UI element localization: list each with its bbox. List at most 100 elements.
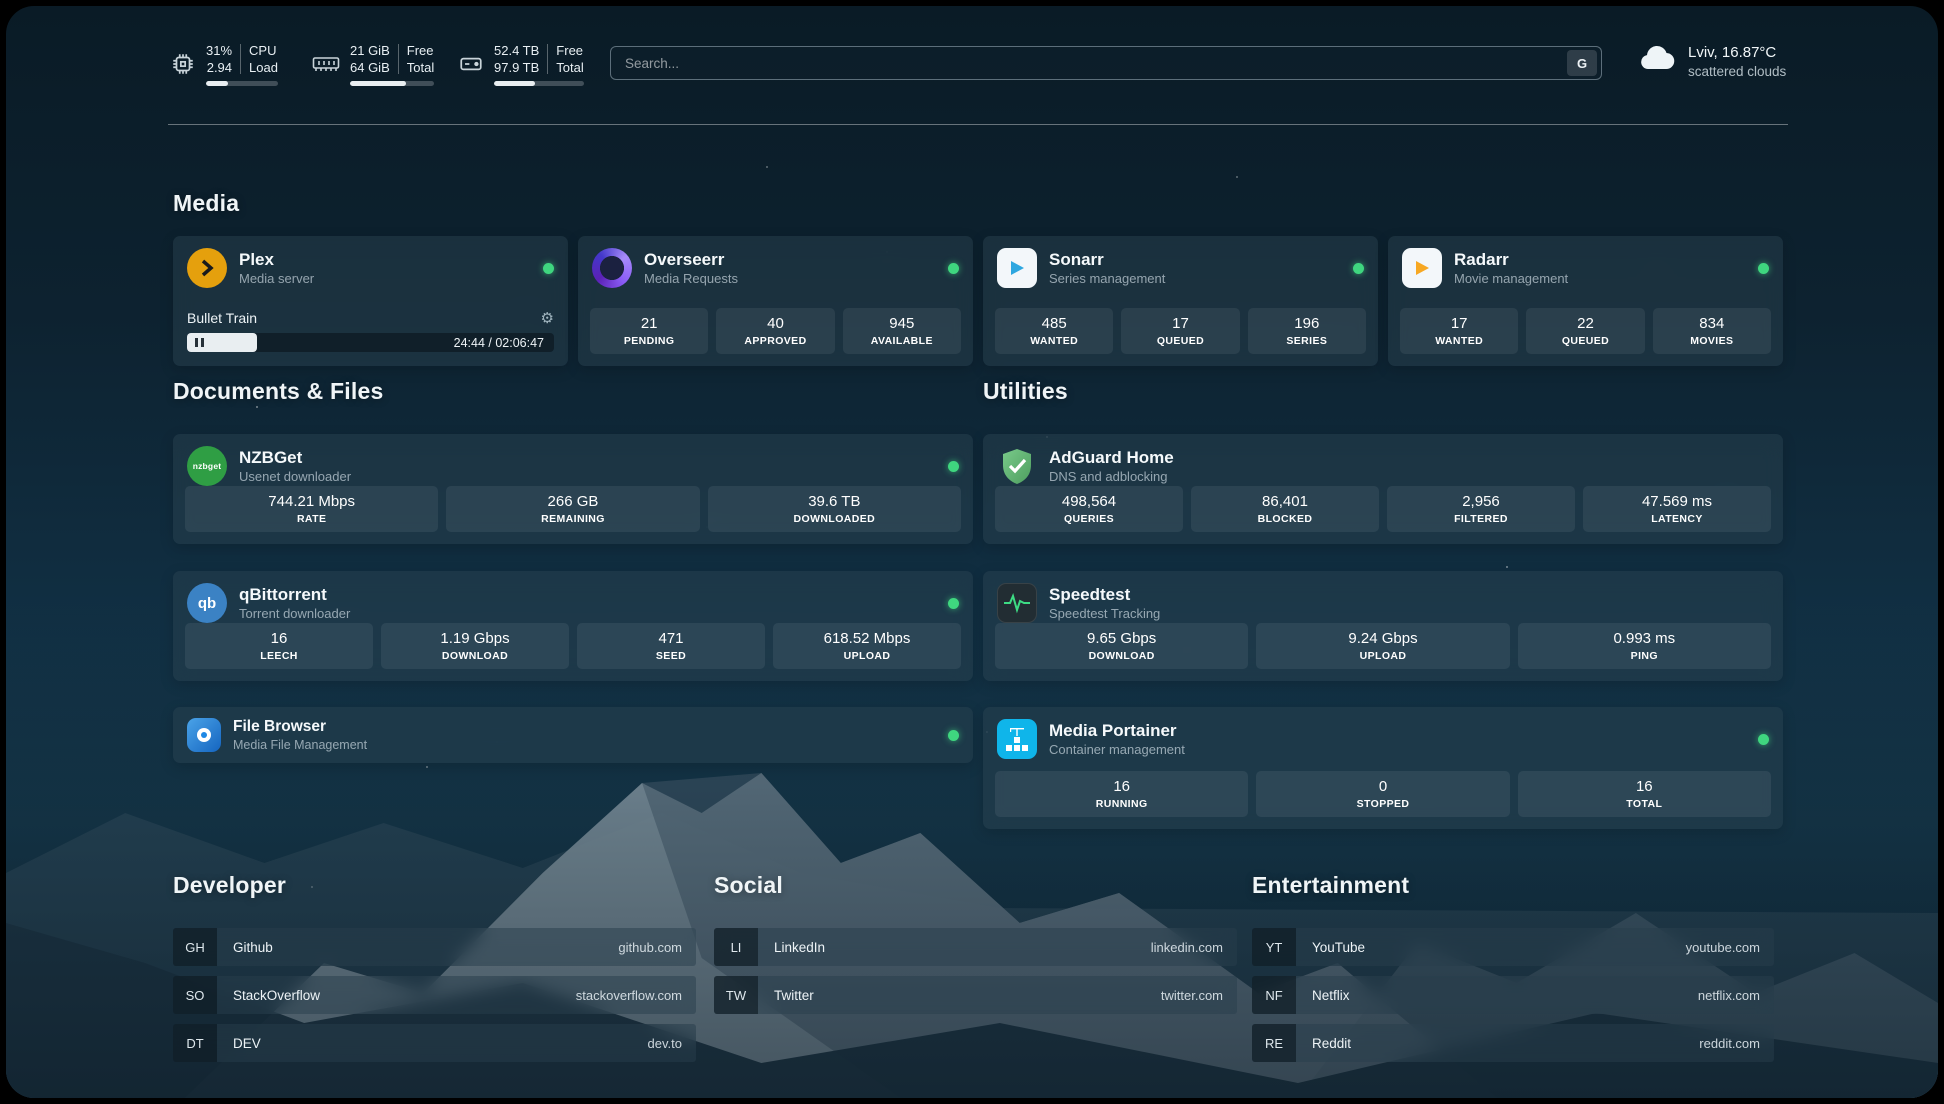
service-card-overseerr[interactable]: Overseerr Media Requests 21 PENDING 40 APP…	[578, 236, 973, 366]
stat-label: DOWNLOAD	[1088, 650, 1155, 662]
section-title-media: Media	[173, 190, 240, 216]
stat-value: 498,564	[1061, 493, 1117, 510]
bookmark-name: Netflix	[1312, 987, 1350, 1003]
portainer-icon	[997, 719, 1037, 759]
service-card-sonarr[interactable]: Sonarr Series management 485 WANTED 17 QUE…	[983, 236, 1378, 366]
cloud-icon	[1638, 44, 1676, 79]
bookmark-reddit[interactable]: RE Reddit reddit.com	[1252, 1024, 1774, 1062]
bookmark-linkedin[interactable]: LI LinkedIn linkedin.com	[714, 928, 1237, 966]
bookmark-abbr: NF	[1252, 976, 1296, 1014]
bookmark-twitter[interactable]: TW Twitter twitter.com	[714, 976, 1237, 1014]
stat-label: AVAILABLE	[870, 335, 933, 347]
weather-location: Lviv, 16.87°C	[1688, 44, 1777, 61]
section-title-utilities: Utilities	[983, 378, 1068, 404]
dashboard-window: 31% 2.94 CPU Load 21 GiB 64 GiB	[6, 6, 1938, 1098]
service-name: Plex	[239, 249, 274, 269]
memory-total-value: 64 GiB	[350, 60, 390, 75]
service-card-portainer[interactable]: Media Portainer Container management 16 R…	[983, 707, 1783, 829]
stat-label: QUEUED	[1561, 335, 1610, 347]
stat-box: 40 APPROVED	[716, 308, 835, 354]
service-subtitle: Media server	[239, 271, 315, 287]
service-card-radarr[interactable]: Radarr Movie management 17 WANTED 22 QUEUE…	[1388, 236, 1783, 366]
cpu-label-2: Load	[249, 60, 278, 75]
playback-progress-bar[interactable]: 24:44 / 02:06:47	[187, 333, 554, 352]
service-subtitle: Movie management	[1454, 271, 1569, 287]
stat-label: RUNNING	[1095, 798, 1148, 810]
stat-box: 39.6 TB DOWNLOADED	[707, 486, 961, 532]
cpu-widget: 31% 2.94 CPU Load	[170, 42, 278, 86]
stat-label: SEED	[655, 650, 687, 662]
playback-progress-fill	[187, 333, 257, 352]
stat-box: 266 GB REMAINING	[446, 486, 700, 532]
now-playing-title: Bullet Train	[187, 310, 258, 326]
status-dot	[1353, 262, 1364, 274]
bookmark-url: github.com	[618, 939, 682, 955]
stat-value: 86,401	[1262, 493, 1308, 510]
stat-label: PING	[1630, 650, 1658, 662]
service-name: Media Portainer	[1049, 720, 1177, 740]
search-provider-button[interactable]: G	[1567, 50, 1597, 76]
cpu-label: CPU	[249, 43, 277, 58]
stat-label: DOWNLOAD	[441, 650, 509, 662]
service-card-plex[interactable]: Plex Media server Bullet Train ⚙ 24:44 /…	[173, 236, 568, 366]
memory-icon	[312, 53, 340, 75]
stat-box: 9.24 Gbps UPLOAD	[1256, 623, 1510, 669]
bookmark-dev[interactable]: DT DEV dev.to	[173, 1024, 696, 1062]
stat-label: MOVIES	[1690, 335, 1734, 347]
adguard-icon	[997, 446, 1037, 486]
service-card-filebrowser[interactable]: File Browser Media File Management	[173, 707, 973, 763]
disk-widget: 52.4 TB 97.9 TB Free Total	[458, 42, 584, 86]
stat-box: 86,401 BLOCKED	[1191, 486, 1379, 532]
status-dot	[948, 460, 959, 472]
bookmark-url: netflix.com	[1697, 987, 1760, 1003]
service-name: Radarr	[1454, 249, 1509, 269]
speedtest-icon	[997, 583, 1037, 623]
stat-label: REMAINING	[541, 513, 605, 525]
stat-box: 1.19 Gbps DOWNLOAD	[381, 623, 569, 669]
service-card-nzbget[interactable]: nzbget NZBGet Usenet downloader 744.21 M…	[173, 434, 973, 544]
stat-label: APPROVED	[744, 335, 807, 347]
bookmark-abbr: YT	[1252, 928, 1296, 966]
gear-icon[interactable]: ⚙	[540, 309, 554, 327]
service-name: File Browser	[233, 718, 327, 736]
stat-value: 9.65 Gbps	[1087, 630, 1157, 647]
service-subtitle: DNS and adblocking	[1049, 469, 1168, 485]
memory-progress-fill	[350, 81, 407, 86]
bookmark-github[interactable]: GH Github github.com	[173, 928, 696, 966]
bookmark-name: Twitter	[774, 987, 814, 1003]
disk-icon	[458, 51, 484, 77]
service-card-qbittorrent[interactable]: qb qBittorrent Torrent downloader 16 LEEC…	[173, 571, 973, 681]
bookmark-netflix[interactable]: NF Netflix netflix.com	[1252, 976, 1774, 1014]
stat-value: 17	[1172, 315, 1189, 332]
search-input[interactable]	[623, 54, 1567, 72]
search-bar[interactable]: G	[610, 46, 1602, 80]
bookmark-stackoverflow[interactable]: SO StackOverflow stackoverflow.com	[173, 976, 696, 1014]
qbittorrent-icon: qb	[187, 583, 227, 623]
disk-total-value: 97.9 TB	[494, 60, 540, 75]
memory-free-value: 21 GiB	[350, 43, 390, 58]
pause-icon-bar	[201, 338, 204, 347]
snow-specks	[6, 6, 8, 8]
stat-label: DOWNLOADED	[793, 513, 876, 525]
bookmark-youtube[interactable]: YT YouTube youtube.com	[1252, 928, 1774, 966]
stat-label: STOPPED	[1356, 798, 1410, 810]
service-subtitle: Media File Management	[233, 737, 368, 752]
sonarr-icon	[997, 248, 1037, 288]
stat-box: 47.569 ms LATENCY	[1583, 486, 1771, 532]
stat-value: 16	[1113, 778, 1130, 795]
divider	[397, 44, 399, 74]
stat-value: 40	[767, 315, 784, 332]
stat-value: 1.19 Gbps	[440, 630, 510, 647]
stat-box: 16 LEECH	[185, 623, 373, 669]
stat-label: RATE	[296, 513, 327, 525]
disk-progress-fill	[494, 81, 536, 86]
service-card-speedtest[interactable]: Speedtest Speedtest Tracking 9.65 Gbps DO…	[983, 571, 1783, 681]
stat-box: 17 WANTED	[1400, 308, 1519, 354]
stat-label: BLOCKED	[1257, 513, 1313, 525]
status-dot	[948, 597, 959, 609]
stat-value: 834	[1699, 315, 1725, 332]
service-name: qBittorrent	[239, 584, 327, 604]
memory-label-total: Total	[406, 60, 435, 75]
bookmark-abbr: SO	[173, 976, 217, 1014]
service-card-adguard[interactable]: AdGuard Home DNS and adblocking 498,564 Q…	[983, 434, 1783, 544]
